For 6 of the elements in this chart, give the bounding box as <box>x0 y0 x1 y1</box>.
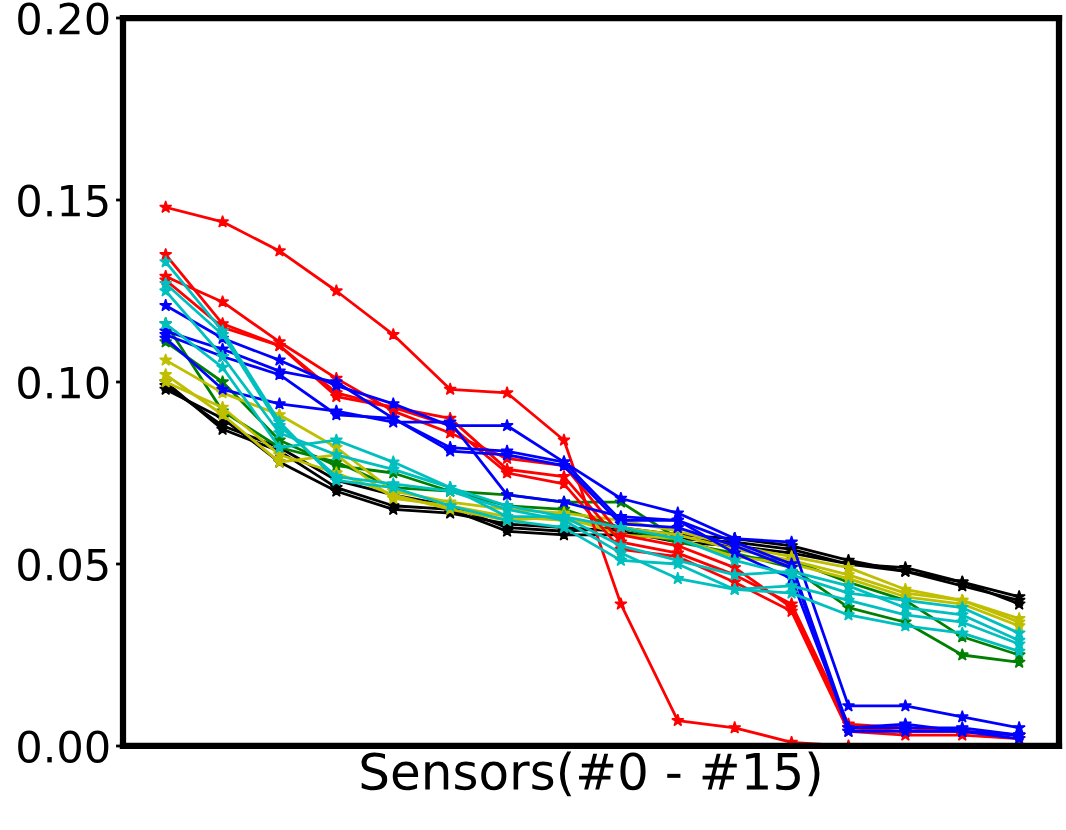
x-axis-title: Sensors(#0 - #15) <box>361 751 820 797</box>
y-tick-label: 0.05 <box>18 548 108 581</box>
y-tick-label: 0.20 <box>18 2 109 35</box>
y-tick-label: 0.15 <box>18 184 108 217</box>
y-tick-label: 0.00 <box>18 730 109 763</box>
y-tick-label: 0.10 <box>18 366 109 399</box>
